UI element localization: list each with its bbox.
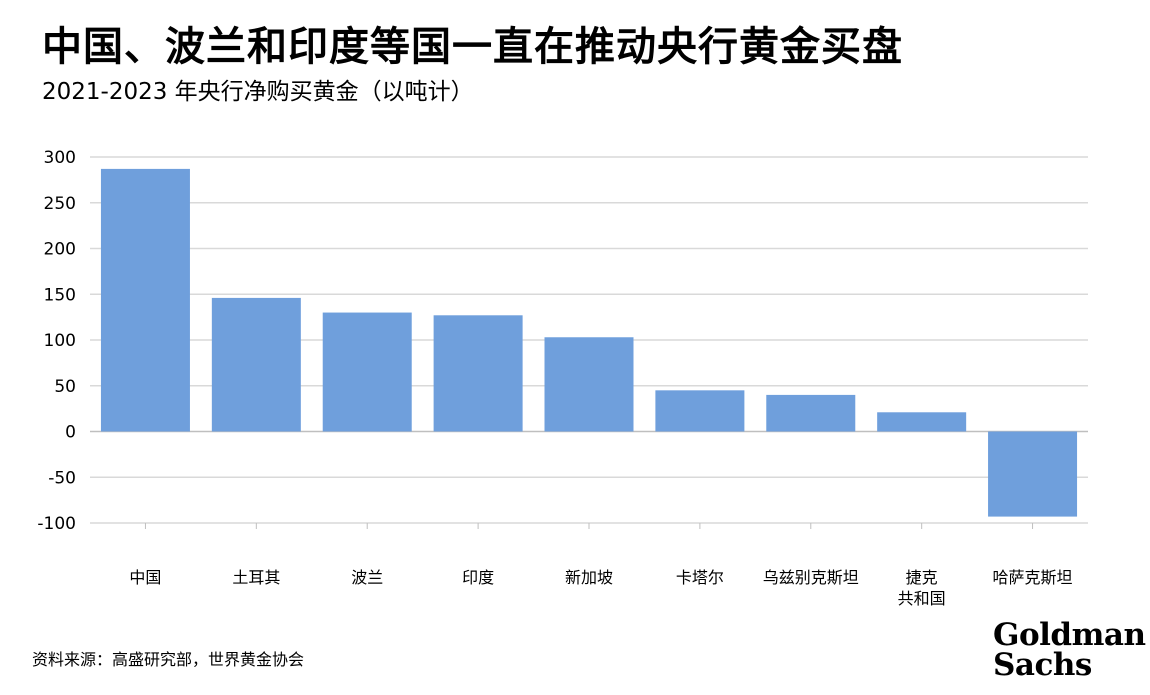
source-note: 资料来源：高盛研究部，世界黄金协会	[32, 650, 305, 669]
y-tick-label: 300	[44, 148, 76, 168]
bar	[544, 337, 634, 432]
bar	[988, 431, 1078, 517]
x-category-label: 印度	[462, 568, 494, 587]
bar	[655, 390, 745, 432]
x-category-label: 中国	[129, 568, 161, 587]
y-tick-label: 250	[44, 194, 76, 214]
logo-line-2: Sachs	[993, 647, 1092, 683]
bar	[322, 312, 412, 432]
bar	[433, 315, 523, 432]
logo-line-1: Goldman	[993, 617, 1146, 653]
bar	[766, 394, 856, 432]
x-category-label: 土耳其	[232, 568, 280, 587]
bar	[211, 297, 301, 432]
x-category-label: 波兰	[351, 568, 383, 587]
bar	[100, 168, 190, 432]
x-category-label: 乌兹别克斯坦	[763, 568, 859, 587]
y-tick-label: 200	[44, 240, 76, 260]
y-tick-label: 0	[65, 423, 76, 443]
y-tick-label: -100	[37, 514, 76, 534]
goldman-sachs-logo: Goldman Sachs	[993, 617, 1146, 683]
y-tick-label: 150	[44, 285, 76, 305]
x-category-label: 捷克共和国	[898, 568, 946, 608]
x-category-label: 新加坡	[565, 568, 613, 587]
y-tick-label: -50	[48, 468, 76, 488]
chart-subtitle: 2021-2023 年央行净购买黄金（以吨计）	[42, 79, 474, 105]
y-tick-label: 50	[54, 377, 76, 397]
x-category-label: 卡塔尔	[676, 568, 724, 587]
y-tick-label: 100	[44, 331, 76, 351]
bar	[877, 412, 967, 432]
x-category-label: 哈萨克斯坦	[993, 568, 1073, 587]
chart-title: 中国、波兰和印度等国一直在推动央行黄金买盘	[42, 24, 903, 70]
